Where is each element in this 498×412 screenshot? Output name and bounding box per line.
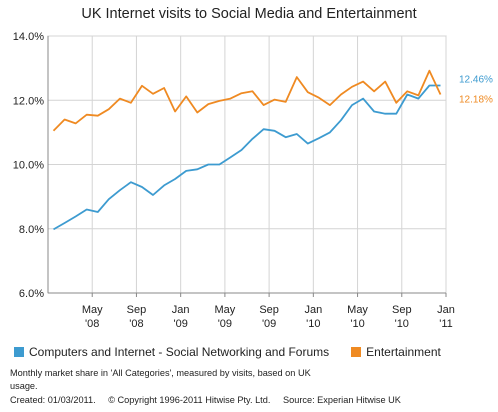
x-tick-label: '11 [439, 318, 453, 330]
legend: Computers and Internet - Social Networki… [14, 345, 463, 359]
copyright-text: © Copyright 1996-2011 Hitwise Pty. Ltd. [108, 395, 271, 405]
chart-footer: Created: 01/03/2011. © Copyright 1996-20… [10, 395, 411, 405]
line-chart: 6.0% 8.0% 10.0% 12.0% 14.0% May '08 Sep '08 Jan '0… [13, 31, 493, 330]
x-tick-label: May [214, 304, 235, 316]
y-tick-label: 8.0% [19, 224, 44, 236]
x-tick-label: '09 [262, 318, 276, 330]
end-value-label-entertainment: 12.18% [459, 94, 493, 105]
x-tick-label: Sep [392, 304, 412, 316]
x-tick-label: '08 [129, 318, 143, 330]
x-tick-label: '09 [173, 318, 187, 330]
x-tick-label: May [82, 304, 103, 316]
y-tick-label: 12.0% [13, 95, 44, 107]
series-line-entertainment [52, 69, 442, 132]
created-date: Created: 01/03/2011. [10, 395, 96, 405]
legend-label-social: Computers and Internet - Social Networki… [29, 345, 330, 359]
series-line-social [53, 84, 441, 231]
legend-item-social: Computers and Internet - Social Networki… [14, 345, 329, 359]
y-tick-label: 10.0% [13, 160, 44, 172]
legend-swatch-social [14, 347, 24, 357]
x-tick-label: Jan [304, 304, 322, 316]
x-tick-label: May [347, 304, 368, 316]
chart-title: UK Internet visits to Social Media and E… [81, 6, 417, 22]
legend-swatch-entertainment [351, 347, 362, 357]
x-tick-label: Jan [437, 304, 455, 316]
x-tick-label: '10 [306, 318, 320, 330]
y-tick-label: 14.0% [13, 31, 44, 43]
x-tick-label: '08 [85, 318, 99, 330]
y-tick-label: 6.0% [19, 288, 44, 300]
x-tick-label: Sep [259, 304, 279, 316]
notes-text: Monthly market share in 'All Categories'… [10, 368, 311, 391]
source-text: Source: Experian Hitwise UK [282, 395, 401, 405]
end-value-label-social: 12.46% [459, 74, 493, 85]
x-tick-label: Sep [127, 304, 147, 316]
x-tick-label: '10 [395, 318, 409, 330]
chart-notes: Monthly market share in 'All Categories'… [10, 367, 340, 392]
x-tick-label: '09 [218, 318, 232, 330]
x-tick-label: Jan [172, 304, 190, 316]
legend-item-entertainment: Entertainment [351, 345, 441, 359]
legend-label-entertainment: Entertainment [366, 345, 441, 359]
x-tick-label: '10 [350, 318, 364, 330]
